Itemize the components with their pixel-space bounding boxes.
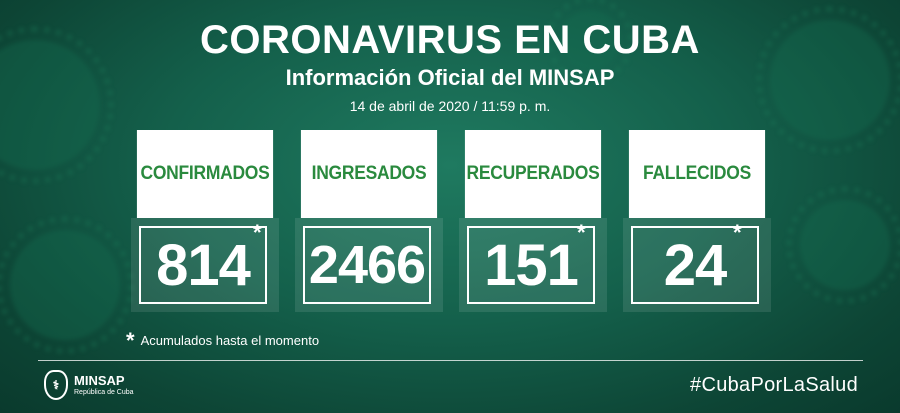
virus-decoration — [786, 186, 900, 304]
minsap-logo: ⚕ MINSAP República de Cuba — [44, 370, 134, 400]
stat-value: 151 — [467, 226, 595, 304]
footnote-asterisk: * — [126, 327, 135, 353]
virus-decoration — [546, 0, 634, 84]
stat-card-confirmados: CONFIRMADOS 814 * — [131, 130, 279, 312]
stat-label: RECUPERADOS — [464, 130, 602, 218]
stat-value-panel: 24 * — [623, 218, 771, 312]
hashtag: #CubaPorLaSalud — [690, 374, 858, 396]
logo-subtitle: República de Cuba — [74, 389, 134, 396]
stat-value-panel: 2466 — [295, 218, 443, 312]
stat-label: INGRESADOS — [300, 130, 438, 218]
stat-label: FALLECIDOS — [628, 130, 766, 218]
stat-label: CONFIRMADOS — [136, 130, 274, 218]
stat-value-panel: 151 * — [459, 218, 607, 312]
virus-decoration — [756, 6, 900, 154]
asterisk-marker: * — [253, 220, 262, 245]
asterisk-marker: * — [733, 220, 742, 245]
stat-value: 814 — [139, 226, 267, 304]
logo-name: MINSAP — [74, 373, 125, 388]
header: CORONAVIRUS EN CUBA Información Oficial … — [0, 18, 900, 116]
stat-card-fallecidos: FALLECIDOS 24 * — [623, 130, 771, 312]
stat-value: 24 — [631, 226, 759, 304]
asterisk-marker: * — [577, 220, 586, 245]
virus-decoration — [0, 216, 134, 354]
page-title: CORONAVIRUS EN CUBA — [200, 18, 700, 62]
stat-value: 2466 — [303, 226, 431, 304]
footnote: * Acumulados hasta el momento — [126, 327, 320, 353]
stat-value-panel: 814 * — [131, 218, 279, 312]
divider — [38, 360, 863, 361]
footnote-text: Acumulados hasta el momento — [140, 333, 320, 348]
minsap-emblem-icon: ⚕ — [44, 370, 68, 400]
report-date: 14 de abril de 2020 / 11:59 p. m. — [349, 98, 551, 114]
page-subtitle: Información Oficial del MINSAP — [285, 65, 615, 90]
stat-card-ingresados: INGRESADOS 2466 — [295, 130, 443, 312]
stat-card-recuperados: RECUPERADOS 151 * — [459, 130, 607, 312]
